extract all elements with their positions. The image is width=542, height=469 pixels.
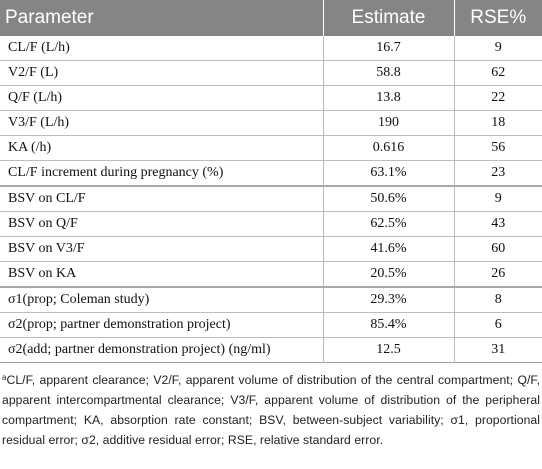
table-row: V2/F (L) 58.8 62 <box>0 60 542 86</box>
table-row: Q/F (L/h) 13.8 22 <box>0 85 542 111</box>
cell-parameter: BSV on CL/F <box>0 185 323 212</box>
cell-estimate: 85.4% <box>322 312 454 338</box>
cell-parameter: BSV on V3/F <box>0 236 323 262</box>
cell-estimate: 62.5% <box>322 211 454 237</box>
parameter-table-container: Parameter Estimate RSE% CL/F (L/h) 16.7 9 V… <box>0 0 542 363</box>
cell-parameter: BSV on Q/F <box>0 211 323 237</box>
cell-estimate: 63.1% <box>322 160 454 186</box>
cell-rse: 60 <box>453 236 542 262</box>
parameter-estimates-table: Parameter Estimate RSE% CL/F (L/h) 16.7 9 V… <box>0 0 542 363</box>
cell-parameter: σ2(add; partner demonstration project) (… <box>0 337 323 363</box>
header-row: Parameter Estimate RSE% <box>0 0 542 36</box>
table-row: BSV on KA 20.5% 26 <box>0 261 542 287</box>
header-rse: RSE% <box>453 0 542 36</box>
cell-parameter: σ2(prop; partner demonstration project) <box>0 312 323 338</box>
cell-estimate: 16.7 <box>322 36 454 61</box>
cell-rse: 9 <box>453 36 542 61</box>
table-row: BSV on Q/F 62.5% 43 <box>0 211 542 237</box>
table-row: σ2(add; partner demonstration project) (… <box>0 337 542 363</box>
header-estimate: Estimate <box>322 0 454 36</box>
cell-rse: 56 <box>453 135 542 161</box>
cell-estimate: 58.8 <box>322 60 454 86</box>
cell-parameter: Q/F (L/h) <box>0 85 323 111</box>
table-row: BSV on CL/F 50.6% 9 <box>0 185 542 212</box>
cell-parameter: V2/F (L) <box>0 60 323 86</box>
cell-parameter: KA (/h) <box>0 135 323 161</box>
table-row: KA (/h) 0.616 56 <box>0 135 542 161</box>
footnote-marker: a <box>2 373 7 382</box>
cell-rse: 31 <box>453 337 542 363</box>
cell-estimate: 13.8 <box>322 85 454 111</box>
cell-parameter: σ1(prop; Coleman study) <box>0 286 323 313</box>
table-footnote: aCL/F, apparent clearance; V2/F, apparen… <box>2 370 540 450</box>
cell-rse: 9 <box>453 185 542 212</box>
cell-estimate: 29.3% <box>322 286 454 313</box>
cell-rse: 23 <box>453 160 542 186</box>
table-row: V3/F (L/h) 190 18 <box>0 110 542 136</box>
cell-estimate: 12.5 <box>322 337 454 363</box>
cell-rse: 18 <box>453 110 542 136</box>
cell-parameter: V3/F (L/h) <box>0 110 323 136</box>
cell-estimate: 50.6% <box>322 185 454 212</box>
table-row: BSV on V3/F 41.6% 60 <box>0 236 542 262</box>
table-row: CL/F increment during pregnancy (%) 63.1%… <box>0 160 542 186</box>
table-row: σ1(prop; Coleman study) 29.3% 8 <box>0 286 542 313</box>
header-parameter: Parameter <box>0 0 323 36</box>
table-row: CL/F (L/h) 16.7 9 <box>0 36 542 61</box>
cell-estimate: 0.616 <box>322 135 454 161</box>
footnote-text: CL/F, apparent clearance; V2/F, apparent… <box>2 373 540 447</box>
cell-rse: 6 <box>453 312 542 338</box>
table-row: σ2(prop; partner demonstration project) 8… <box>0 312 542 338</box>
table-header: Parameter Estimate RSE% <box>0 0 542 36</box>
cell-rse: 62 <box>453 60 542 86</box>
table-body: CL/F (L/h) 16.7 9 V2/F (L) 58.8 62 Q/F (L/h) 13… <box>0 36 542 363</box>
cell-parameter: CL/F (L/h) <box>8 40 70 55</box>
cell-parameter: BSV on KA <box>0 261 323 287</box>
cell-parameter: CL/F increment during pregnancy (%) <box>0 160 323 186</box>
cell-rse: 43 <box>453 211 542 237</box>
cell-estimate: 20.5% <box>322 261 454 287</box>
cell-estimate: 41.6% <box>322 236 454 262</box>
cell-rse: 22 <box>453 85 542 111</box>
cell-rse: 8 <box>453 286 542 313</box>
cell-estimate: 190 <box>322 110 454 136</box>
cell-rse: 26 <box>453 261 542 287</box>
